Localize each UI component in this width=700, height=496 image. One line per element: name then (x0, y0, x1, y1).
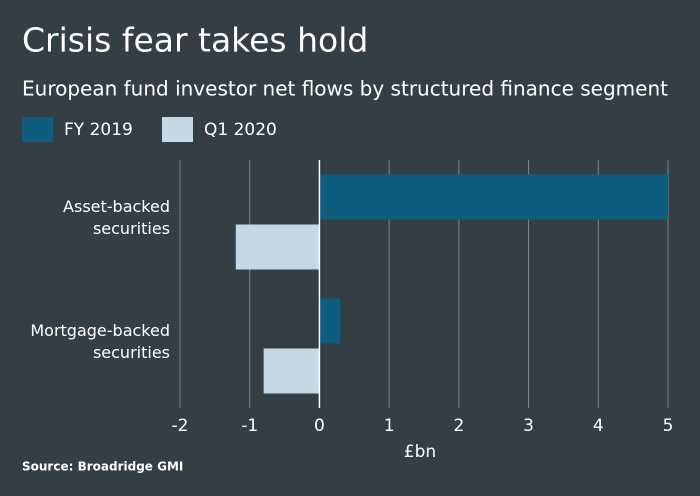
bar (319, 174, 668, 220)
x-tick-label: 3 (523, 416, 534, 436)
bar (235, 224, 320, 270)
x-axis-label: £bn (404, 442, 436, 462)
legend-label: FY 2019 (64, 120, 133, 140)
legend-swatch (162, 117, 193, 142)
x-tick-label: 0 (314, 416, 325, 436)
chart-title: Crisis fear takes hold (22, 21, 368, 60)
legend-swatch (22, 117, 53, 142)
x-tick-label: -2 (172, 416, 189, 436)
source: Source: Broadridge GMI (22, 460, 183, 474)
chart-subtitle: European fund investor net flows by stru… (22, 77, 668, 101)
x-tick-label: 4 (593, 416, 604, 436)
legend-label: Q1 2020 (204, 120, 277, 140)
y-tick-label: Mortgage-backed securities (30, 321, 170, 362)
x-tick-label: 2 (453, 416, 464, 436)
x-tick-label: 1 (384, 416, 395, 436)
bar (319, 298, 341, 344)
bar (263, 348, 320, 394)
y-tick-label: Asset-backed securities (63, 197, 170, 238)
x-tick-label: -1 (241, 416, 258, 436)
x-tick-label: 5 (663, 416, 674, 436)
